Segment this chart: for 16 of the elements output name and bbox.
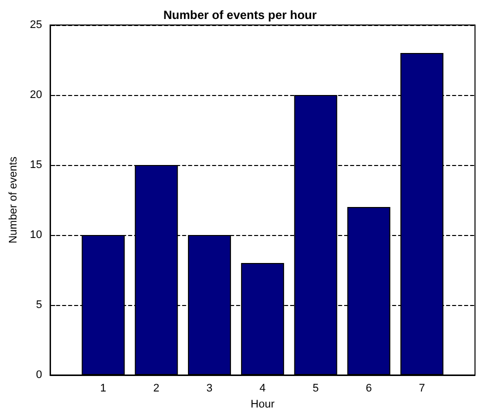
y-tick-label: 15 [30, 159, 42, 171]
y-axis-title: Number of events [8, 156, 20, 244]
y-tick-label: 0 [36, 369, 42, 381]
y-tick-label: 25 [30, 19, 42, 31]
x-axis-title: Hour [250, 398, 275, 410]
chart-title: Number of events per hour [163, 8, 318, 22]
y-tick-label: 10 [30, 229, 42, 241]
x-tick-label: 5 [312, 382, 319, 394]
y-tick-label: 5 [36, 299, 42, 311]
x-tick-label: 2 [153, 382, 160, 394]
x-tick-label: 3 [206, 382, 213, 394]
y-tick-label: 20 [30, 89, 42, 101]
x-tick-label: 4 [260, 382, 266, 394]
x-tick-label: 1 [100, 382, 106, 394]
x-tick-label: 6 [366, 382, 372, 394]
x-tick-label: 7 [418, 382, 425, 394]
